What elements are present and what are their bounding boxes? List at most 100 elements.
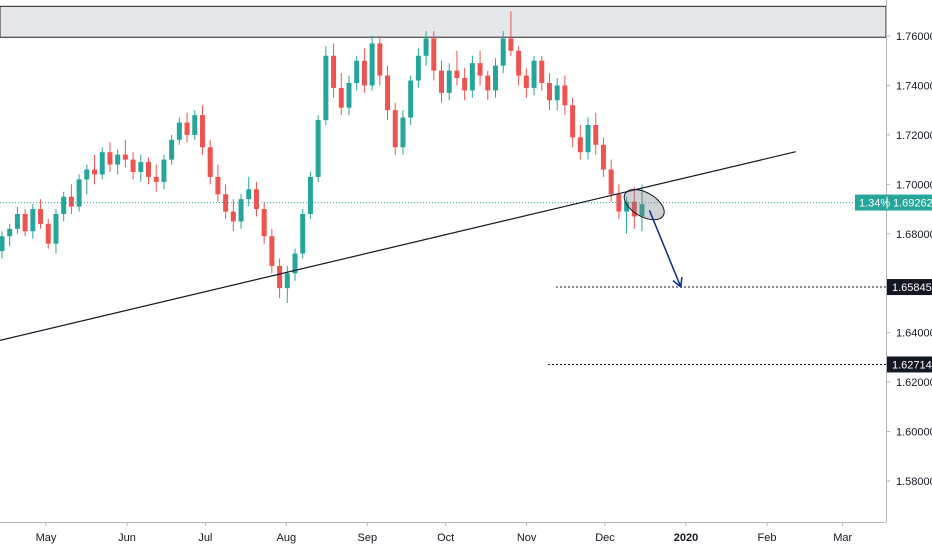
price-tick-label: 1.74000 [896, 80, 932, 92]
candle [115, 149, 121, 175]
candle [30, 204, 36, 239]
projection-arrow[interactable] [648, 210, 682, 288]
candle [138, 154, 144, 182]
candle [377, 36, 383, 86]
candle [431, 31, 437, 81]
level-price-label: 1.62714 [892, 359, 932, 371]
candle [22, 209, 28, 237]
candle [331, 43, 337, 98]
candle [14, 206, 20, 234]
time-tick-label: 2020 [674, 532, 698, 544]
time-tick-label: Mar [833, 532, 852, 544]
candle [230, 199, 236, 232]
candle [408, 75, 414, 125]
candle [146, 157, 152, 185]
candle [53, 209, 59, 254]
time-axis[interactable]: May Jun Jul Aug Sep Oct Nov Dec 2020 Feb Mar [36, 522, 853, 544]
candle [199, 105, 205, 155]
resistance-zone-layer [0, 5, 887, 38]
candle [277, 258, 283, 299]
drawings-layer [0, 151, 796, 348]
candle [76, 174, 82, 212]
candle [539, 55, 545, 91]
candle [415, 48, 421, 88]
breakout-highlight-ellipse[interactable] [619, 183, 669, 226]
candle [122, 139, 128, 168]
candle [423, 31, 429, 66]
candle [523, 68, 529, 98]
candle [246, 176, 252, 207]
candle [400, 110, 406, 155]
candle [38, 199, 44, 229]
candle [508, 11, 514, 56]
candle [0, 231, 5, 259]
level-price-label: 1.65845 [892, 282, 932, 294]
candles-layer [0, 11, 645, 303]
price-tick-label: 1.70000 [896, 179, 932, 191]
candle [577, 125, 583, 160]
time-tick-label: Aug [277, 532, 297, 544]
candle [585, 117, 591, 160]
time-tick-label: Dec [595, 532, 615, 544]
trendline[interactable] [0, 151, 796, 348]
candle [323, 45, 329, 125]
candle [253, 181, 259, 217]
current-price-label: 1.69262 [893, 198, 932, 210]
candle [462, 68, 468, 101]
candle [531, 55, 537, 96]
candle [624, 196, 630, 234]
time-tick-label: Jun [118, 532, 136, 544]
level-price-tag [887, 356, 932, 373]
price-tags-layer: 1.34% 1.69262 1.65845 1.62714 [855, 194, 932, 373]
time-tick-label: Nov [517, 532, 537, 544]
candle [61, 191, 67, 222]
candle [292, 248, 298, 281]
time-tick-label: May [36, 532, 57, 544]
candle [608, 159, 614, 202]
time-tick-label: Oct [437, 532, 454, 544]
candle [7, 223, 13, 247]
resistance-zone[interactable] [0, 5, 887, 38]
candle [439, 60, 445, 103]
candle [469, 55, 475, 98]
candle [153, 164, 159, 192]
candle [45, 218, 51, 249]
candle [161, 154, 167, 190]
candle [554, 78, 560, 111]
candle [68, 184, 74, 214]
candle [354, 55, 360, 91]
time-tick-label: Sep [358, 532, 378, 544]
candle [485, 70, 491, 101]
projection-arrow-head [672, 276, 683, 289]
candle [385, 65, 391, 121]
price-tick-label: 1.68000 [896, 229, 932, 241]
candle [346, 75, 352, 116]
candle [570, 97, 576, 148]
candle [361, 48, 367, 93]
candle [307, 171, 313, 219]
candle [107, 142, 113, 172]
candle [315, 115, 321, 182]
price-tick-label: 1.60000 [896, 427, 932, 439]
candle [92, 154, 98, 185]
candle [238, 194, 244, 229]
candle [600, 137, 606, 177]
levels-layer [0, 202, 886, 365]
candle [169, 134, 175, 165]
candle [176, 117, 182, 145]
price-tick-label: 1.62000 [896, 377, 932, 389]
candle [99, 147, 105, 180]
candle [215, 164, 221, 202]
current-price-change-label: 1.34% [859, 198, 890, 210]
price-tick-label: 1.58000 [896, 476, 932, 488]
candle [207, 139, 213, 185]
candle [454, 50, 460, 86]
candle [369, 36, 375, 91]
candle [639, 184, 645, 232]
candle [562, 75, 568, 116]
time-tick-label: Feb [757, 532, 776, 544]
current-price-tag [855, 194, 932, 211]
candle [492, 58, 498, 98]
